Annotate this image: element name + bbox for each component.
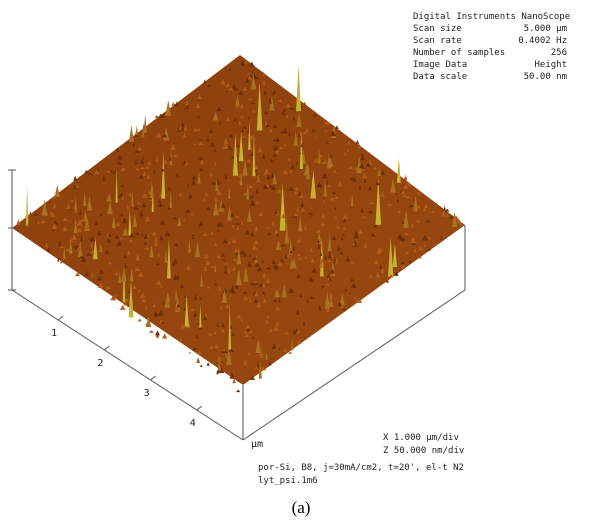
- z-scale: Z 50.000 nm/div: [383, 446, 464, 456]
- x-tick: [151, 376, 156, 380]
- info-label: Number of samples: [413, 48, 505, 58]
- spike: [136, 125, 138, 136]
- spike: [16, 219, 20, 225]
- file-name: lyt_psi.1m6: [258, 476, 318, 486]
- info-value: 0.4002 Hz: [518, 36, 567, 46]
- spike: [26, 185, 29, 226]
- spike: [200, 364, 203, 366]
- spike: [356, 140, 359, 144]
- x-tick: [58, 316, 63, 320]
- info-label: Scan rate: [413, 36, 462, 46]
- info-table: Scan size 5.000 µm Scan rate 0.4002 Hz Numbe…: [413, 24, 567, 82]
- afm-figure: Digital Instruments NanoScope Scan size 5…: [0, 0, 602, 525]
- sample-info: por-Si, B8, j=30mA/cm2, t=20', el-t N2: [258, 463, 464, 473]
- info-label: Image Data: [413, 60, 467, 70]
- spike: [144, 115, 147, 133]
- caption: (a): [292, 498, 311, 517]
- page: Digital Instruments NanoScope Scan size 5…: [0, 0, 602, 525]
- spike: [206, 362, 210, 365]
- spike: [335, 125, 338, 129]
- spike: [236, 390, 241, 392]
- info-label: Data scale: [413, 72, 467, 82]
- instrument-title: Digital Instruments NanoScope: [413, 12, 570, 22]
- x-scale: X 1.000 µm/div: [383, 433, 459, 443]
- spike: [189, 351, 191, 353]
- info-value: 5.000 µm: [524, 24, 567, 34]
- x-tick-label: 4: [190, 418, 196, 429]
- spike: [55, 185, 60, 197]
- x-tick-label: 2: [97, 358, 103, 369]
- spike: [73, 176, 77, 181]
- spike: [296, 65, 301, 111]
- x-tick-label: 3: [144, 388, 150, 399]
- spike: [149, 330, 155, 333]
- spike: [444, 205, 446, 211]
- x-tick: [197, 406, 202, 410]
- info-value: 256: [551, 48, 567, 58]
- info-value: 50.00 nm: [524, 72, 567, 82]
- x-tick-label: 1: [51, 328, 57, 339]
- spike: [397, 157, 401, 183]
- spike: [155, 330, 160, 335]
- spike: [162, 333, 167, 338]
- spike: [29, 211, 31, 215]
- spike: [138, 319, 142, 322]
- axis-unit: µm: [251, 439, 263, 450]
- info-label: Scan size: [413, 24, 462, 34]
- x-tick: [104, 346, 109, 350]
- info-value: Height: [534, 60, 567, 70]
- spike: [120, 305, 126, 310]
- spike: [129, 125, 134, 142]
- spike: [171, 102, 174, 106]
- spike: [196, 357, 200, 363]
